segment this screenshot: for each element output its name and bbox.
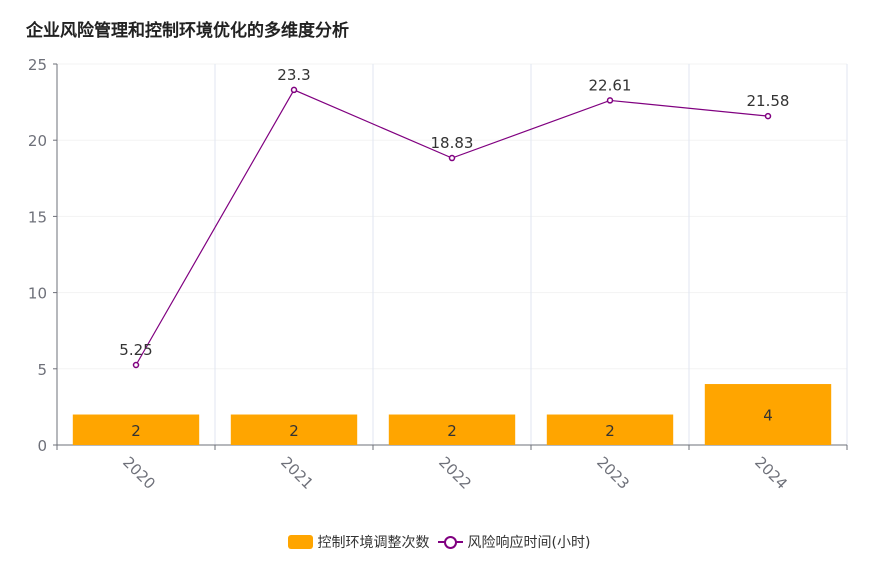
line-series <box>132 86 772 369</box>
bar-value-label: 2 <box>605 422 615 440</box>
y-tick-label: 15 <box>28 208 47 226</box>
line-value-label: 22.61 <box>589 76 632 94</box>
legend: 控制环境调整次数 风险响应时间(小时) <box>0 532 878 552</box>
bar-value-label: 2 <box>289 422 299 440</box>
bar-value-label: 4 <box>763 407 773 425</box>
legend-bar-swatch-icon <box>287 535 313 549</box>
bar-value-label: 2 <box>447 422 457 440</box>
data-labels: 2 2 2 2 4 5.25 23.3 18.83 22.61 21.58 <box>119 66 789 440</box>
y-tick-label: 0 <box>37 437 47 455</box>
x-tick-label: 2024 <box>751 453 791 493</box>
legend-bar-label: 控制环境调整次数 <box>317 535 430 551</box>
y-tick-label: 10 <box>28 285 47 303</box>
y-tick-label: 20 <box>28 132 47 150</box>
y-tick-label: 5 <box>37 361 47 379</box>
line-path <box>135 89 769 366</box>
line-point <box>448 154 456 162</box>
x-tick-label: 2023 <box>593 453 633 493</box>
grid-layer <box>57 63 848 445</box>
bar <box>704 384 832 445</box>
y-tick-label: 25 <box>28 56 47 74</box>
legend-item-bar[interactable]: 控制环境调整次数 <box>287 532 430 552</box>
bar-series <box>72 384 832 445</box>
line-point <box>290 86 298 94</box>
bar <box>546 414 674 445</box>
bar <box>72 414 200 445</box>
x-tick-label: 2021 <box>277 453 317 493</box>
x-tick-label: 2020 <box>119 453 159 493</box>
bar <box>388 414 516 445</box>
line-value-label: 21.58 <box>747 92 790 110</box>
x-tick-label: 2022 <box>435 453 475 493</box>
line-value-label: 18.83 <box>431 134 474 152</box>
chart-title: 企业风险管理和控制环境优化的多维度分析 <box>26 21 349 41</box>
line-point <box>764 112 772 120</box>
bar-value-label: 2 <box>131 422 141 440</box>
line-value-label: 23.3 <box>277 66 310 84</box>
legend-item-line[interactable]: 风险响应时间(小时) <box>437 532 591 552</box>
line-point <box>132 361 140 369</box>
bar <box>230 414 358 445</box>
line-value-label: 5.25 <box>119 341 152 359</box>
legend-line-swatch-icon <box>437 535 463 549</box>
line-point <box>606 97 614 104</box>
legend-line-label: 风险响应时间(小时) <box>467 535 591 551</box>
